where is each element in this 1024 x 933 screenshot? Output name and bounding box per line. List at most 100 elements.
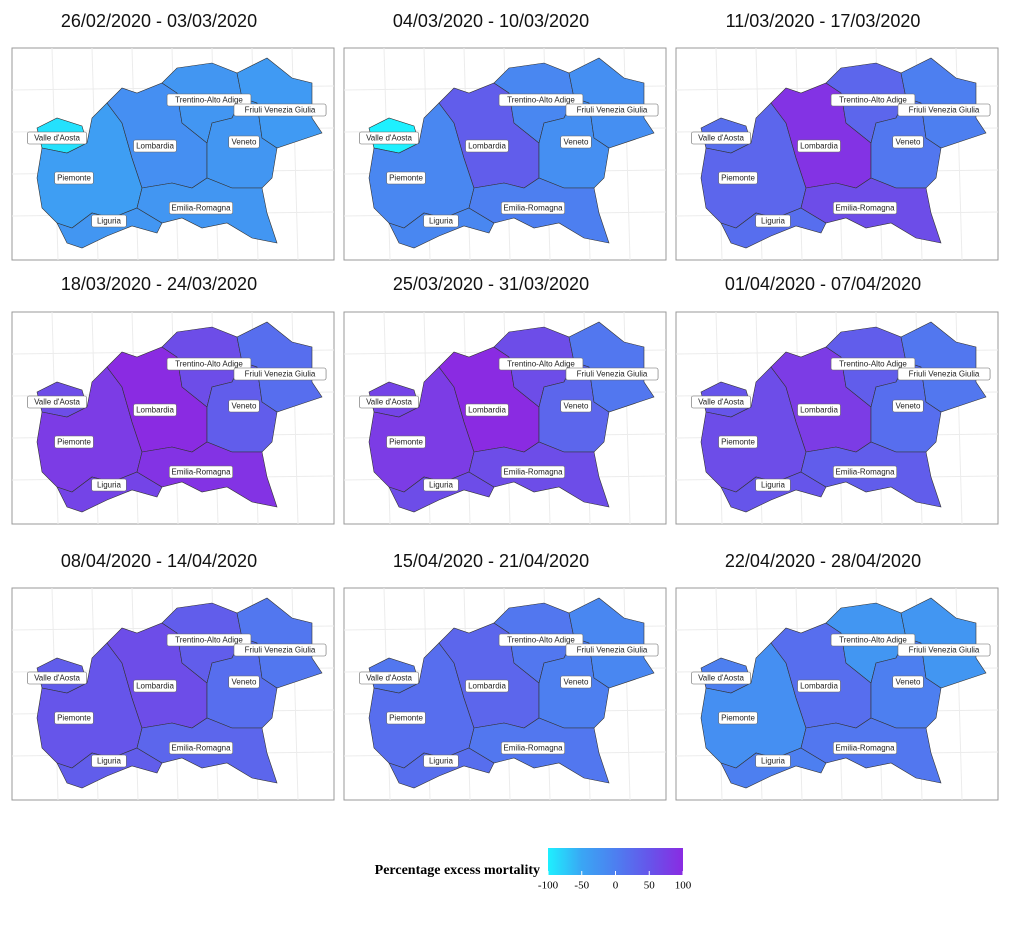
label-box: [54, 171, 94, 185]
panel-title: 15/04/2020 - 21/04/2020: [393, 551, 589, 571]
label-box: [233, 103, 327, 117]
region-label: Emilia-Romagna: [171, 468, 231, 477]
label-box: [423, 754, 459, 768]
label-box: [166, 93, 252, 107]
region-label: Lombardia: [136, 406, 174, 415]
region-label: Lombardia: [800, 682, 838, 691]
region-label: Friuli Venezia Giulia: [577, 106, 648, 115]
panel-title: 01/04/2020 - 07/04/2020: [725, 274, 921, 294]
region-label: Veneto: [896, 138, 921, 147]
label-box: [755, 478, 791, 492]
label-box: [560, 675, 592, 689]
label-box: [91, 214, 127, 228]
label-box: [498, 93, 584, 107]
label-box: [797, 679, 841, 693]
region-label: Emilia-Romagna: [835, 468, 895, 477]
region-label: Valle d'Aosta: [366, 398, 412, 407]
label-box: [897, 367, 991, 381]
region: [900, 57, 987, 149]
region: [388, 207, 495, 249]
region-label: Friuli Venezia Giulia: [577, 646, 648, 655]
region-label: Veneto: [564, 402, 589, 411]
region-label: Lombardia: [800, 142, 838, 151]
region-label: Veneto: [232, 138, 257, 147]
label-box: [133, 139, 177, 153]
label-box: [501, 201, 566, 215]
region-label: Liguria: [761, 481, 786, 490]
region: [388, 747, 495, 789]
region-label: Friuli Venezia Giulia: [909, 646, 980, 655]
legend-title: Percentage excess mortality: [375, 863, 540, 878]
region-label: Emilia-Romagna: [503, 468, 563, 477]
panel-title: 11/03/2020 - 17/03/2020: [726, 11, 921, 31]
panel-title: 04/03/2020 - 10/03/2020: [393, 11, 589, 31]
region-label: Trentino-Alto Adige: [507, 96, 575, 105]
region-label: Liguria: [761, 217, 786, 226]
legend-tick-label: -100: [538, 880, 559, 892]
region-label: Trentino-Alto Adige: [839, 96, 907, 105]
label-box: [169, 465, 234, 479]
region-label: Liguria: [97, 481, 122, 490]
region-label: Emilia-Romagna: [171, 204, 231, 213]
region-label: Veneto: [896, 402, 921, 411]
label-box: [892, 675, 924, 689]
region-label: Trentino-Alto Adige: [839, 360, 907, 369]
region-label: Liguria: [429, 481, 454, 490]
label-box: [718, 435, 758, 449]
panel-title: 26/02/2020 - 03/03/2020: [61, 11, 257, 31]
region: [56, 747, 163, 789]
label-box: [166, 633, 252, 647]
region-label: Piemonte: [721, 714, 755, 723]
region-label: Friuli Venezia Giulia: [577, 370, 648, 379]
label-box: [830, 357, 916, 371]
label-box: [27, 395, 87, 409]
label-box: [233, 367, 327, 381]
region: [720, 747, 827, 789]
map-panel: Valle d'Aosta Piemonte Liguria Lombardia Tre…: [11, 47, 335, 261]
region-label: Liguria: [429, 217, 454, 226]
region-label: Friuli Venezia Giulia: [245, 106, 316, 115]
region-label: Emilia-Romagna: [835, 204, 895, 213]
label-box: [169, 741, 234, 755]
map-panel: Valle d'Aosta Piemonte Liguria Lombardia Tre…: [675, 311, 999, 525]
label-box: [892, 399, 924, 413]
region-label: Piemonte: [389, 714, 423, 723]
label-box: [565, 367, 659, 381]
region-label: Valle d'Aosta: [366, 134, 412, 143]
label-box: [228, 135, 260, 149]
label-box: [228, 675, 260, 689]
region: [900, 597, 987, 689]
region-label: Lombardia: [468, 406, 506, 415]
region-label: Emilia-Romagna: [503, 204, 563, 213]
label-box: [501, 741, 566, 755]
region: [388, 471, 495, 513]
region-label: Liguria: [97, 757, 122, 766]
map-panel: Valle d'Aosta Piemonte Liguria Lombardia Tre…: [675, 47, 999, 261]
label-box: [560, 135, 592, 149]
region-label: Piemonte: [389, 174, 423, 183]
panel-title: 18/03/2020 - 24/03/2020: [61, 274, 257, 294]
map-panel: Valle d'Aosta Piemonte Liguria Lombardia Tre…: [11, 587, 335, 801]
region-label: Valle d'Aosta: [366, 674, 412, 683]
region-label: Liguria: [97, 217, 122, 226]
map-panel: Valle d'Aosta Piemonte Liguria Lombardia Tre…: [343, 47, 667, 261]
region-label: Trentino-Alto Adige: [839, 636, 907, 645]
region-label: Emilia-Romagna: [835, 744, 895, 753]
legend-tick-label: 100: [675, 880, 692, 892]
region-label: Veneto: [896, 678, 921, 687]
region: [568, 57, 655, 149]
label-box: [386, 171, 426, 185]
panel-title: 08/04/2020 - 14/04/2020: [61, 551, 257, 571]
region: [720, 207, 827, 249]
region-label: Piemonte: [721, 438, 755, 447]
region-label: Valle d'Aosta: [34, 674, 80, 683]
label-box: [498, 357, 584, 371]
region-label: Trentino-Alto Adige: [175, 96, 243, 105]
label-box: [27, 671, 87, 685]
map-panel: Valle d'Aosta Piemonte Liguria Lombardia Tre…: [11, 311, 335, 525]
region-label: Veneto: [232, 402, 257, 411]
label-box: [465, 139, 509, 153]
label-box: [359, 131, 419, 145]
panel-title: 25/03/2020 - 31/03/2020: [393, 274, 589, 294]
